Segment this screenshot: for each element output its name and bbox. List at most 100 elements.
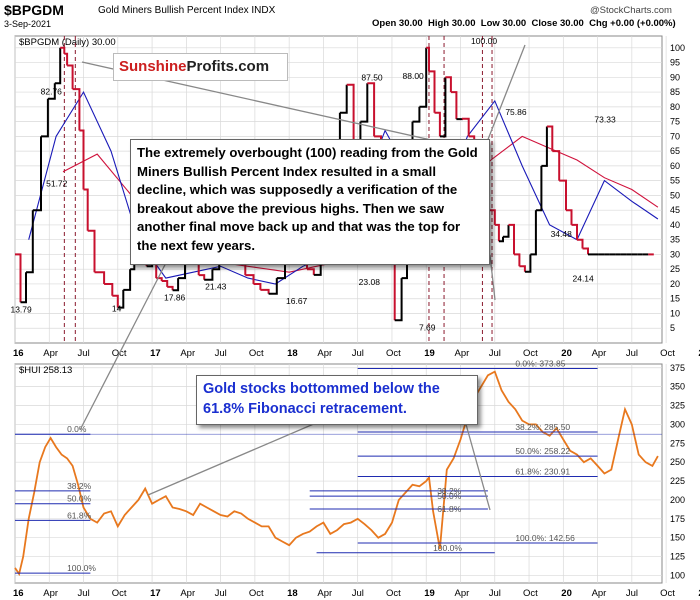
bpgdm-price-segment	[524, 254, 532, 273]
bpgdm-price-segment	[72, 88, 81, 131]
hui-x-tick-label: Apr	[592, 588, 607, 599]
bpgdm-price-segment	[426, 46, 430, 72]
bpgdm-price-segment	[276, 260, 286, 280]
bpgdm-price-segment	[204, 269, 214, 281]
bpgdm-price-segment	[172, 278, 180, 292]
sunshine-profits-logo: SunshineProfits.com	[113, 53, 288, 81]
bpgdm-y-tick-label: 80	[670, 102, 680, 112]
bpgdm-x-tick-label: 16	[13, 348, 24, 359]
bpgdm-x-tick-label: 20	[561, 348, 572, 359]
hui-x-tick-label: Oct	[249, 588, 264, 599]
fib-mid-label: 50.0%	[437, 491, 462, 501]
bpgdm-price-segment	[519, 265, 526, 272]
hui-y-tick-label: 300	[670, 419, 685, 429]
bpgdm-x-tick-label: Apr	[180, 348, 195, 359]
bpgdm-callout: The extremely overbought (100) reading f…	[130, 139, 490, 265]
bpgdm-price-segment	[552, 150, 561, 181]
bpgdm-price-segment	[546, 125, 554, 152]
bpgdm-price-segment	[123, 269, 132, 291]
hui-y-tick-label: 250	[670, 457, 685, 467]
bpgdm-price-segment	[577, 238, 584, 249]
hui-x-tick-label: Jul	[215, 588, 227, 599]
bpgdm-price-segment	[419, 47, 428, 108]
fib-right-label: 50.0%: 258.22	[515, 446, 570, 456]
fib-left-label: 100.0%	[67, 563, 96, 573]
bpgdm-price-segment	[20, 272, 27, 304]
bpgdm-y-tick-label: 90	[670, 72, 680, 82]
bpgdm-y-tick-label: 60	[670, 161, 680, 171]
bpgdm-y-tick-label: 75	[670, 117, 680, 127]
hui-x-tick-label: Jul	[626, 588, 638, 599]
bpgdm-value-label: 13.79	[10, 304, 32, 314]
bpgdm-price-segment	[487, 209, 496, 225]
bpgdm-x-tick-label: Oct	[660, 348, 675, 359]
bpgdm-x-tick-label: Jul	[215, 348, 227, 359]
logo-part2: Profits.com	[186, 58, 270, 75]
bpgdm-pointer-line	[79, 254, 171, 431]
bpgdm-price-segment	[117, 289, 125, 309]
watermark: @StockCharts.com	[590, 5, 672, 16]
bpgdm-price-segment	[346, 83, 355, 152]
chg-value: Chg +0.00 (+0.00%)	[589, 18, 676, 29]
hui-y-tick-label: 125	[670, 552, 685, 562]
hui-y-tick-label: 150	[670, 533, 685, 543]
hui-x-tick-label: Apr	[43, 588, 58, 599]
bpgdm-value-label: 87.50	[361, 73, 383, 83]
open-value: Open 30.00	[372, 18, 423, 29]
bpgdm-x-tick-label: Apr	[317, 348, 332, 359]
bpgdm-price-segment	[394, 278, 403, 322]
bpgdm-value-label: 100.00	[471, 36, 497, 46]
bpgdm-y-tick-label: 45	[670, 205, 680, 215]
bpgdm-price-segment	[79, 129, 85, 190]
hui-callout: Gold stocks bottommed below the 61.8% Fi…	[196, 375, 478, 425]
bpgdm-value-label: 21.43	[205, 282, 227, 292]
bpgdm-value-label: 88.00	[403, 71, 425, 81]
hui-x-tick-label: Oct	[112, 588, 127, 599]
bpgdm-x-tick-label: Jul	[626, 348, 638, 359]
bpgdm-price-segment	[268, 278, 278, 295]
hui-pointer-line	[461, 409, 491, 511]
hui-x-tick-label: Apr	[454, 588, 469, 599]
bpgdm-price-segment	[112, 294, 119, 308]
bpgdm-value-label: 16.67	[286, 296, 308, 306]
bpgdm-x-tick-label: Oct	[386, 348, 401, 359]
bpgdm-pointer-line	[489, 254, 496, 301]
bpgdm-x-tick-label: Oct	[249, 348, 264, 359]
hui-y-tick-label: 100	[670, 570, 685, 580]
bpgdm-price-segment	[367, 82, 376, 137]
bpgdm-value-label: 7.69	[419, 322, 436, 332]
bpgdm-y-tick-label: 100	[670, 43, 685, 53]
bpgdm-price-segment	[15, 253, 22, 303]
symbol-title: $BPGDM	[4, 2, 64, 18]
bpgdm-y-tick-label: 20	[670, 279, 680, 289]
bpgdm-y-tick-label: 15	[670, 294, 680, 304]
bpgdm-x-tick-label: 21	[698, 348, 700, 359]
bpgdm-price-segment	[94, 271, 106, 284]
bpgdm-x-tick-label: 17	[150, 348, 161, 359]
bpgdm-price-segment	[566, 209, 573, 225]
bpgdm-price-segment	[60, 46, 66, 54]
ohlc-readout: Open 30.00 High 30.00 Low 30.00 Close 30…	[372, 18, 676, 29]
bpgdm-y-tick-label: 50	[670, 190, 680, 200]
symbol-subtitle: Gold Miners Bullish Percent Index INDX	[98, 5, 276, 16]
bpgdm-value-label: 14	[112, 304, 122, 314]
bpgdm-price-segment	[47, 83, 56, 100]
hui-y-tick-label: 325	[670, 401, 685, 411]
bpgdm-x-tick-label: Jul	[78, 348, 90, 359]
hui-y-tick-label: 350	[670, 382, 685, 392]
hui-y-tick-label: 200	[670, 495, 685, 505]
hui-x-tick-label: Oct	[660, 588, 675, 599]
fib-left-label: 50.0%	[67, 494, 92, 504]
bpgdm-legend: $BPGDM (Daily) 30.00	[19, 37, 116, 48]
bpgdm-price-segment	[503, 224, 510, 238]
bpgdm-price-segment	[198, 274, 206, 280]
bpgdm-price-segment	[87, 229, 96, 273]
fib-mid-label: 61.8%	[437, 504, 462, 514]
hui-x-tick-label: Jul	[78, 588, 90, 599]
hui-x-tick-label: 18	[287, 588, 298, 599]
bpgdm-price-segment	[571, 223, 578, 240]
bpgdm-price-segment	[32, 136, 42, 212]
bpgdm-price-segment	[104, 283, 114, 296]
bpgdm-y-tick-label: 40	[670, 220, 680, 230]
bpgdm-y-tick-label: 10	[670, 308, 680, 318]
